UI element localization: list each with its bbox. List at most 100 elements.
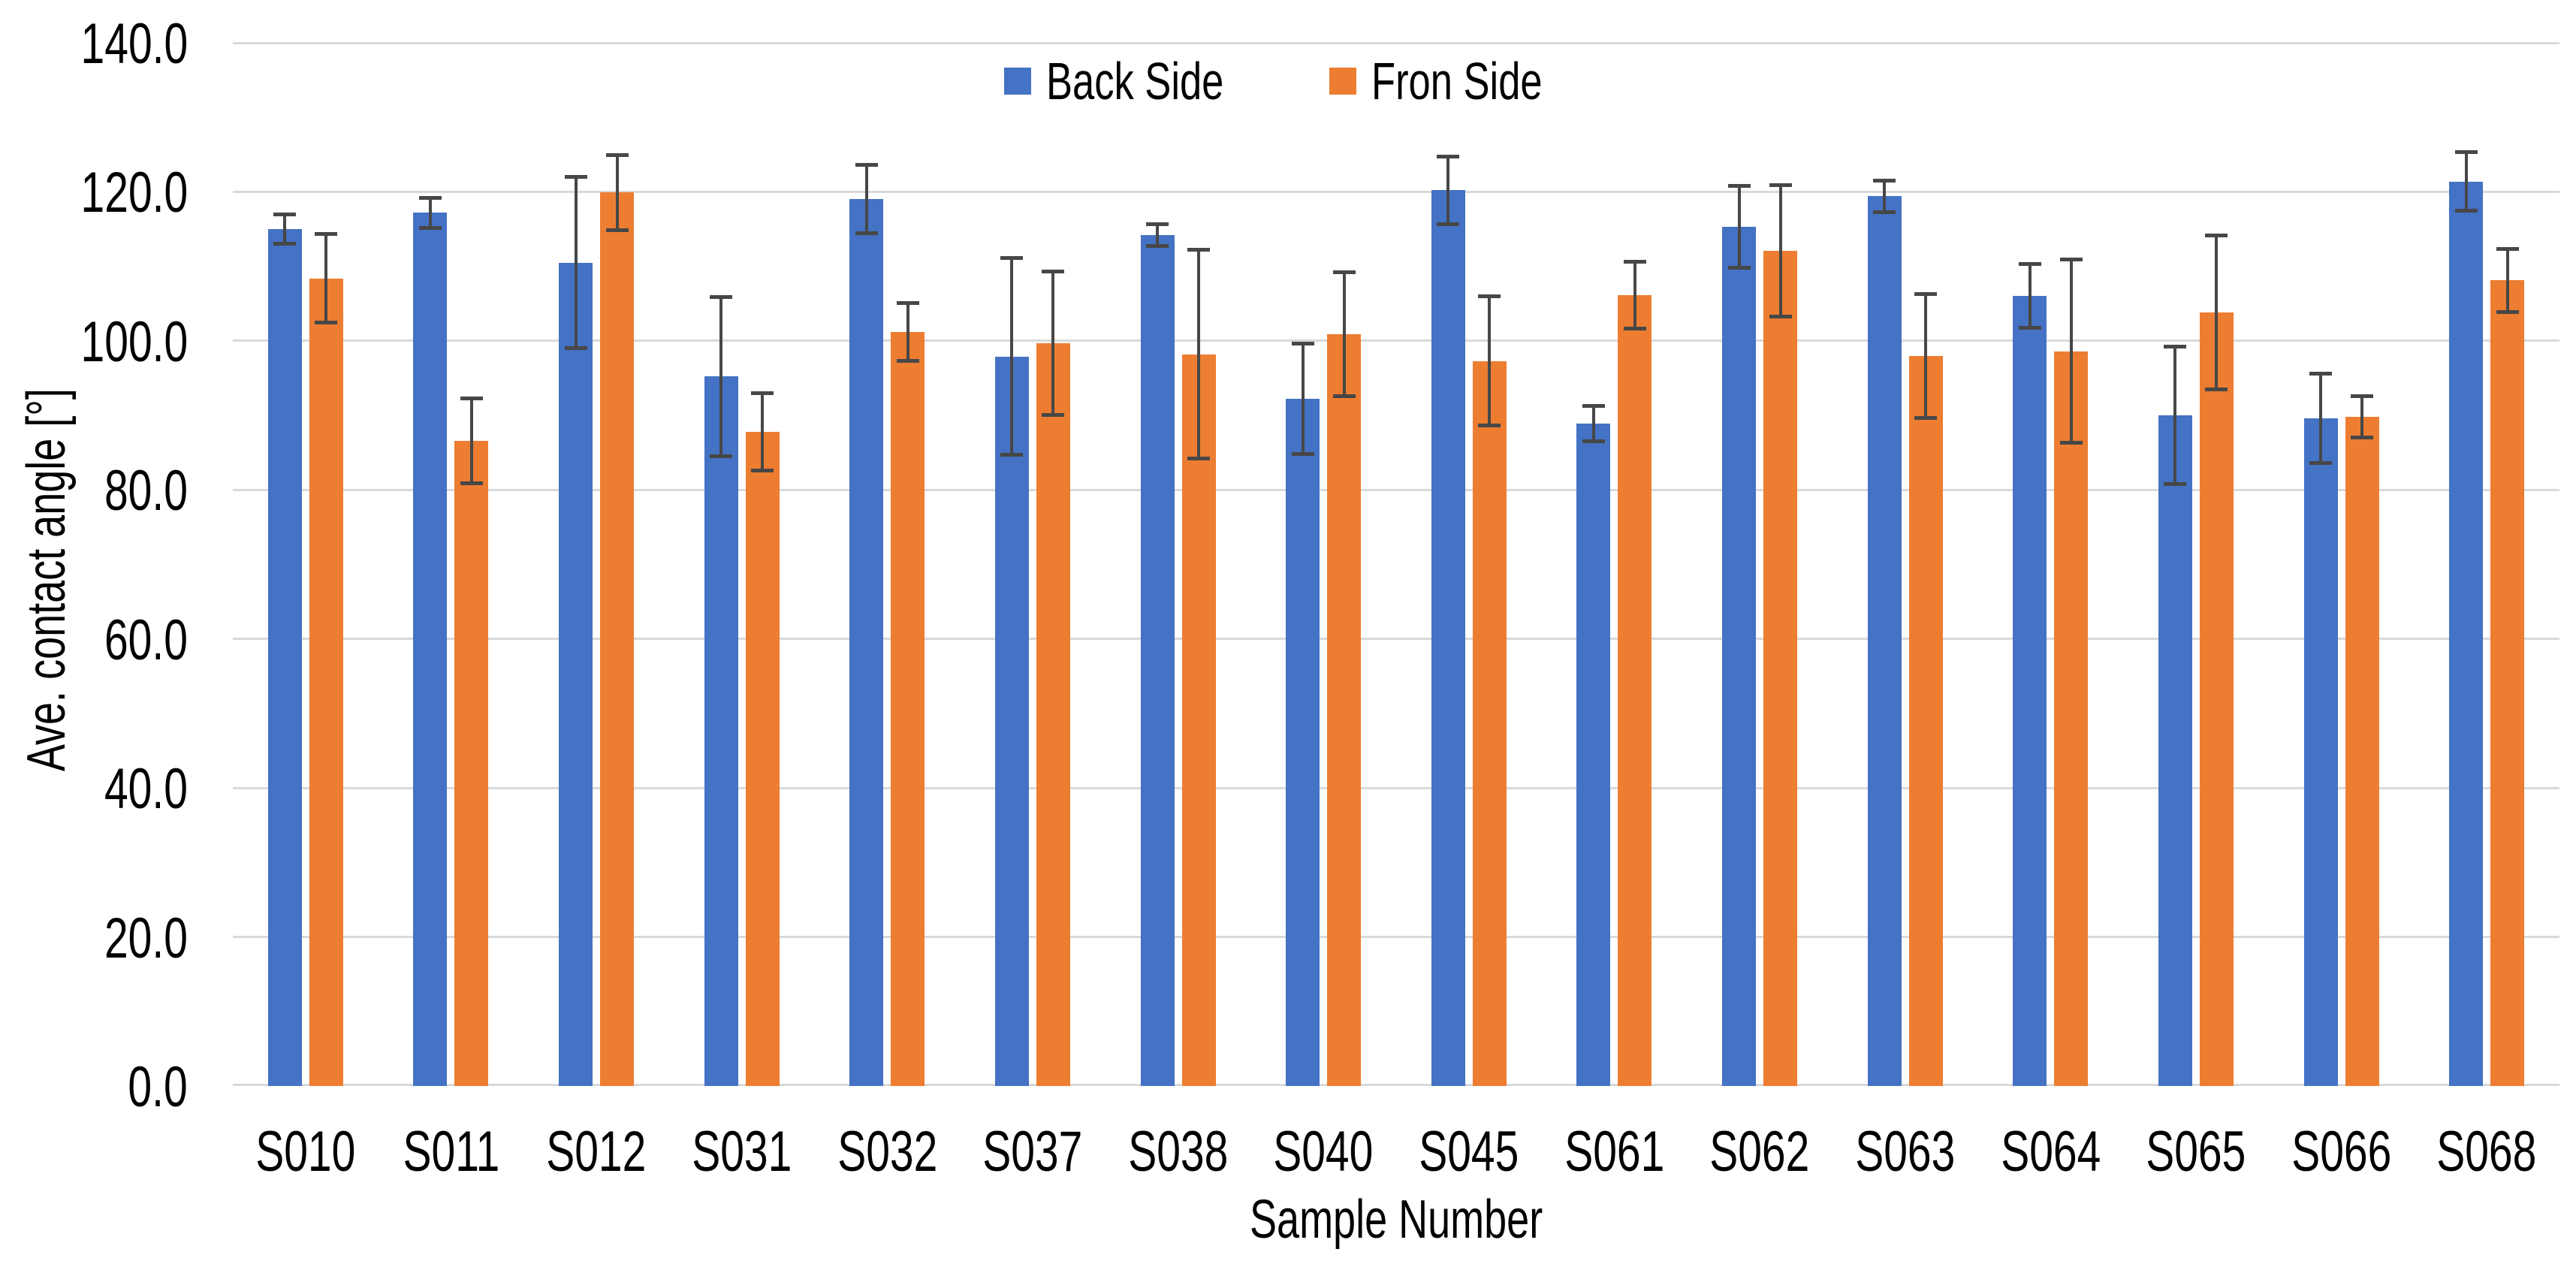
x-tick-label-S037: S037 — [920, 1124, 1145, 1181]
x-tick-label-S045: S045 — [1356, 1124, 1582, 1181]
x-tick-label-S010: S010 — [193, 1124, 418, 1181]
bar-back-side-S045 — [1431, 190, 1465, 1086]
error-bar-cap-top-back-side-S012 — [564, 175, 587, 179]
bar-back-side-S064 — [2013, 296, 2047, 1086]
y-axis-tick-labels: 0.0 20.0 40.0 60.0 80.0 100.0 120.0 140.0 — [0, 0, 188, 1264]
legend-label-back-side: Back Side — [1046, 52, 1224, 110]
fron-side-swatch-icon — [1329, 68, 1357, 95]
x-tick-label-S063: S063 — [1793, 1124, 2018, 1181]
x-tick-label-S031: S031 — [629, 1124, 855, 1181]
error-bar-cap-top-fron-side-S045 — [1478, 294, 1501, 298]
y-tick-label-text: 120.0 — [80, 161, 188, 225]
bar-back-side-S038 — [1140, 234, 1175, 1086]
error-bar-cap-top-back-side-S068 — [2454, 150, 2478, 155]
error-bar-cap-bottom-back-side-S038 — [1146, 244, 1169, 249]
bar-back-side-S062 — [1722, 227, 1757, 1086]
error-bar-cap-top-fron-side-S038 — [1187, 248, 1211, 252]
error-bar-cap-top-back-side-S011 — [418, 195, 442, 200]
error-bar-cap-bottom-fron-side-S031 — [751, 468, 774, 472]
y-tick-label-80: 80.0 — [0, 463, 188, 520]
x-tick-label-S061: S061 — [1501, 1124, 1727, 1181]
error-bar-cap-bottom-back-side-S040 — [1291, 452, 1314, 457]
error-bar-cap-bottom-fron-side-S011 — [460, 481, 483, 485]
y-tick-label-text: 140.0 — [80, 12, 188, 76]
gridline-140 — [233, 41, 2559, 44]
error-bar-cap-top-fron-side-S040 — [1332, 270, 1356, 275]
error-bar-cap-top-fron-side-S032 — [896, 300, 919, 305]
x-tick-label-text: S040 — [1273, 1120, 1374, 1184]
error-bar-cap-bottom-fron-side-S012 — [605, 228, 629, 232]
bar-fron-side-S062 — [1763, 250, 1798, 1086]
error-bar-cap-top-back-side-S040 — [1291, 342, 1314, 346]
error-bar-cap-bottom-fron-side-S063 — [1914, 415, 1938, 420]
error-bar-cap-bottom-back-side-S031 — [710, 454, 733, 459]
error-bar-cap-bottom-back-side-S065 — [2164, 481, 2187, 486]
error-bar-back-side-S032 — [864, 164, 868, 234]
y-tick-label-text: 0.0 — [128, 1055, 188, 1119]
error-bar-back-side-S061 — [1591, 406, 1595, 442]
error-bar-cap-bottom-back-side-S010 — [273, 242, 297, 246]
bar-back-side-S061 — [1576, 423, 1611, 1086]
bar-back-side-S011 — [413, 213, 448, 1086]
y-tick-label-20: 20.0 — [0, 910, 188, 967]
y-tick-label-text: 40.0 — [104, 757, 188, 822]
y-tick-label-text: 20.0 — [104, 906, 188, 970]
gridline-60 — [233, 638, 2559, 641]
x-tick-label-text: S010 — [255, 1120, 356, 1184]
bar-fron-side-S064 — [2054, 351, 2089, 1086]
error-bar-cap-top-fron-side-S010 — [315, 232, 338, 237]
error-bar-cap-bottom-back-side-S032 — [855, 231, 878, 236]
error-bar-cap-bottom-back-side-S037 — [1000, 453, 1024, 457]
x-axis-title-text: Sample Number — [1249, 1190, 1543, 1250]
error-bar-cap-top-back-side-S010 — [273, 212, 297, 216]
x-tick-label-text: S063 — [1855, 1120, 1956, 1184]
error-bar-cap-top-back-side-S032 — [855, 163, 878, 167]
error-bar-fron-side-S038 — [1197, 249, 1201, 459]
error-bar-fron-side-S066 — [2360, 396, 2364, 438]
error-bar-fron-side-S012 — [615, 155, 619, 231]
legend-item-back-side: Back Side — [1004, 52, 1283, 110]
error-bar-fron-side-S068 — [2505, 249, 2509, 312]
bar-fron-side-S045 — [1472, 360, 1507, 1086]
error-bar-cap-bottom-fron-side-S066 — [2351, 436, 2374, 440]
error-bar-cap-bottom-fron-side-S038 — [1187, 457, 1211, 461]
bar-back-side-S031 — [704, 376, 738, 1086]
y-tick-label-text: 60.0 — [104, 608, 188, 672]
error-bar-cap-top-fron-side-S065 — [2205, 234, 2228, 238]
y-tick-label-60: 60.0 — [0, 608, 188, 672]
y-tick-label-120: 120.0 — [0, 164, 188, 222]
error-bar-back-side-S045 — [1446, 156, 1450, 225]
bar-fron-side-S066 — [2345, 417, 2379, 1086]
error-bar-cap-top-back-side-S066 — [2309, 372, 2333, 376]
error-bar-cap-bottom-back-side-S068 — [2454, 208, 2478, 213]
bar-fron-side-S032 — [891, 331, 925, 1086]
x-axis-title: Sample Number — [233, 1193, 2559, 1247]
error-bar-fron-side-S031 — [761, 393, 765, 471]
error-bar-back-side-S063 — [1883, 180, 1887, 213]
bar-fron-side-S065 — [2199, 312, 2234, 1086]
legend-item-fron-side: Fron Side — [1329, 55, 1599, 107]
error-bar-cap-top-fron-side-S037 — [1042, 270, 1065, 274]
plot-area — [233, 41, 2559, 1086]
error-bar-cap-top-fron-side-S031 — [751, 391, 774, 395]
gridline-40 — [233, 786, 2559, 789]
y-tick-label-100: 100.0 — [0, 309, 188, 374]
error-bar-cap-top-back-side-S037 — [1000, 256, 1024, 261]
bar-back-side-S037 — [994, 356, 1029, 1086]
error-bar-cap-bottom-back-side-S063 — [1873, 210, 1896, 214]
bar-back-side-S068 — [2449, 181, 2484, 1086]
x-tick-label-S038: S038 — [1066, 1124, 1291, 1181]
gridline-20 — [233, 936, 2559, 939]
error-bar-fron-side-S037 — [1051, 271, 1055, 415]
gridline-120 — [233, 190, 2559, 193]
y-tick-label-text: 100.0 — [80, 309, 188, 374]
bar-back-side-S066 — [2303, 418, 2338, 1086]
x-tick-label-S062: S062 — [1647, 1124, 1872, 1181]
error-bar-back-side-S062 — [1737, 186, 1741, 268]
x-tick-label-S040: S040 — [1211, 1124, 1436, 1181]
error-bar-back-side-S038 — [1156, 224, 1160, 246]
error-bar-cap-bottom-back-side-S062 — [1727, 266, 1751, 270]
bar-back-side-S032 — [849, 199, 884, 1086]
bar-back-side-S065 — [2158, 415, 2192, 1086]
